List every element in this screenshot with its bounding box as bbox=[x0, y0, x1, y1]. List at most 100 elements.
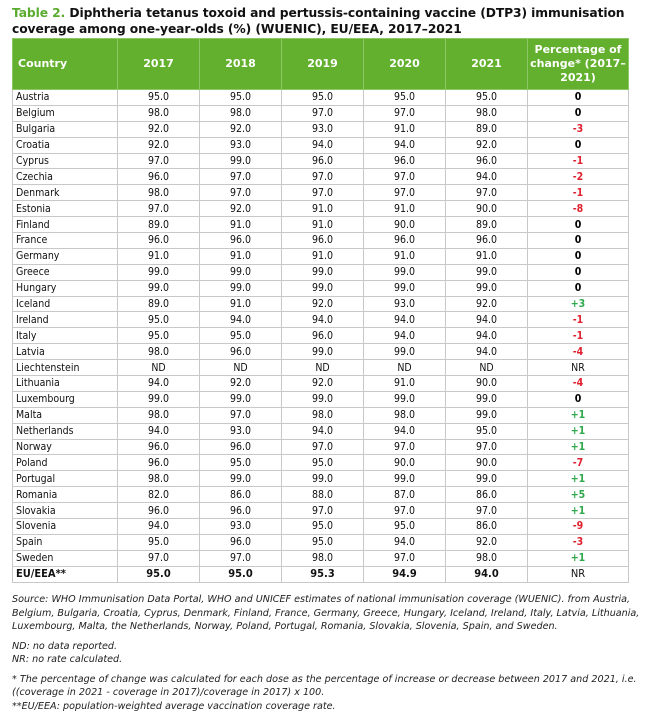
coverage-2018-cell: 99.0 bbox=[199, 390, 282, 408]
change-cell: 0 bbox=[527, 216, 629, 234]
change-cell: -9 bbox=[527, 518, 629, 535]
coverage-2021-cell: 90.0 bbox=[445, 375, 528, 392]
change-cell: 0 bbox=[527, 390, 629, 408]
coverage-2021-cell: 94.0 bbox=[445, 311, 528, 329]
coverage-2018-cell: 95.0 bbox=[199, 89, 282, 106]
coverage-2020-cell: 97.0 bbox=[363, 104, 446, 122]
coverage-2017-cell: 98.0 bbox=[117, 470, 200, 488]
coverage-2017-cell: 95.0 bbox=[117, 533, 200, 551]
col-header-2018: 2018 bbox=[199, 38, 282, 90]
change-cell: 0 bbox=[527, 232, 629, 249]
coverage-2018-cell: 93.0 bbox=[199, 136, 282, 154]
coverage-2018-cell: 97.0 bbox=[199, 549, 282, 567]
coverage-2021-cell: 99.0 bbox=[445, 390, 528, 408]
table-row: Finland 89.0 91.0 91.0 90.0 89.0 0 bbox=[12, 216, 629, 234]
coverage-2019-cell: 88.0 bbox=[281, 486, 364, 504]
coverage-2017-cell: 95.0 bbox=[117, 89, 200, 106]
country-cell: Malta bbox=[12, 406, 118, 424]
table-row: Italy 95.0 95.0 96.0 94.0 94.0 -1 bbox=[12, 327, 629, 345]
coverage-2017-cell: 89.0 bbox=[117, 295, 200, 313]
coverage-2018-cell: 97.0 bbox=[199, 168, 282, 186]
coverage-2019-cell: ND bbox=[281, 359, 364, 377]
coverage-2017-cell: 97.0 bbox=[117, 200, 200, 218]
change-cell: -2 bbox=[527, 168, 629, 186]
coverage-2019-cell: 99.0 bbox=[281, 470, 364, 488]
change-cell: -8 bbox=[527, 200, 629, 218]
coverage-2018-cell: 97.0 bbox=[199, 184, 282, 202]
coverage-2018-cell: 93.0 bbox=[199, 518, 282, 535]
country-cell: Ireland bbox=[12, 311, 118, 329]
coverage-2017-cell: 92.0 bbox=[117, 136, 200, 154]
eu-eea-note: **EU/EEA: population-weighted average va… bbox=[12, 700, 336, 712]
coverage-2019-cell: 96.0 bbox=[281, 152, 364, 170]
change-cell: +3 bbox=[527, 295, 629, 313]
table-row: Greece 99.0 99.0 99.0 99.0 99.0 0 bbox=[12, 263, 629, 281]
table-row: Ireland 95.0 94.0 94.0 94.0 94.0 -1 bbox=[12, 311, 629, 329]
change-cell: -1 bbox=[527, 184, 629, 202]
coverage-2017-cell: 98.0 bbox=[117, 343, 200, 361]
country-cell: Latvia bbox=[12, 343, 118, 361]
change-cell: -3 bbox=[527, 120, 629, 138]
table-row: Estonia 97.0 92.0 91.0 91.0 90.0 -8 bbox=[12, 200, 629, 218]
coverage-2021-cell: 94.0 bbox=[445, 327, 528, 345]
coverage-2021-cell: 99.0 bbox=[445, 263, 528, 281]
coverage-2020-cell: 93.0 bbox=[363, 295, 446, 313]
coverage-2021-cell: 95.0 bbox=[445, 422, 528, 440]
coverage-2018-cell: 91.0 bbox=[199, 216, 282, 234]
coverage-2019-cell: 97.0 bbox=[281, 438, 364, 456]
table-row: Portugal 98.0 99.0 99.0 99.0 99.0 +1 bbox=[12, 470, 629, 488]
col-header-2019: 2019 bbox=[281, 38, 364, 90]
coverage-2017-cell: 96.0 bbox=[117, 168, 200, 186]
country-cell: Lithuania bbox=[12, 375, 118, 392]
coverage-2020-cell: 94.0 bbox=[363, 533, 446, 551]
coverage-2017-cell: 96.0 bbox=[117, 232, 200, 249]
coverage-2017-cell: 96.0 bbox=[117, 502, 200, 520]
country-cell: Denmark bbox=[12, 184, 118, 202]
change-cell: 0 bbox=[527, 104, 629, 122]
coverage-2021-cell: 97.0 bbox=[445, 438, 528, 456]
coverage-2018-cell: 94.0 bbox=[199, 311, 282, 329]
coverage-2018-cell: ND bbox=[199, 359, 282, 377]
coverage-2021-cell: 95.0 bbox=[445, 89, 528, 106]
coverage-2017-cell: 89.0 bbox=[117, 216, 200, 234]
table-row: Belgium 98.0 98.0 97.0 97.0 98.0 0 bbox=[12, 104, 629, 122]
coverage-2021-cell: 89.0 bbox=[445, 120, 528, 138]
change-cell: -7 bbox=[527, 454, 629, 472]
coverage-2020-cell: 97.0 bbox=[363, 438, 446, 456]
coverage-2019-cell: 91.0 bbox=[281, 200, 364, 218]
table-row: Denmark 98.0 97.0 97.0 97.0 97.0 -1 bbox=[12, 184, 629, 202]
coverage-2019-cell: 92.0 bbox=[281, 375, 364, 392]
country-cell: Belgium bbox=[12, 104, 118, 122]
coverage-2019-cell: 94.0 bbox=[281, 136, 364, 154]
coverage-2021-cell: 91.0 bbox=[445, 247, 528, 265]
coverage-2018-cell: 92.0 bbox=[199, 375, 282, 392]
coverage-2017-cell: 97.0 bbox=[117, 152, 200, 170]
coverage-2019-cell: 97.0 bbox=[281, 168, 364, 186]
coverage-2017-cell: 95.0 bbox=[117, 311, 200, 329]
coverage-2018-cell: 96.0 bbox=[199, 502, 282, 520]
coverage-2018-cell: 99.0 bbox=[199, 263, 282, 281]
coverage-2020-cell: 94.9 bbox=[363, 565, 446, 583]
change-cell: +1 bbox=[527, 438, 629, 456]
coverage-2017-cell: 82.0 bbox=[117, 486, 200, 504]
coverage-2021-cell: 92.0 bbox=[445, 533, 528, 551]
country-cell: Germany bbox=[12, 247, 118, 265]
pct-change-note: * The percentage of change was calculate… bbox=[12, 673, 637, 699]
coverage-2021-cell: 94.0 bbox=[445, 168, 528, 186]
coverage-2019-cell: 99.0 bbox=[281, 263, 364, 281]
coverage-2020-cell: 94.0 bbox=[363, 136, 446, 154]
country-cell: Luxembourg bbox=[12, 390, 118, 408]
country-cell: Italy bbox=[12, 327, 118, 345]
country-cell: Norway bbox=[12, 438, 118, 456]
coverage-2020-cell: 98.0 bbox=[363, 406, 446, 424]
table-row: Slovenia 94.0 93.0 95.0 95.0 86.0 -9 bbox=[12, 518, 629, 535]
country-cell: Estonia bbox=[12, 200, 118, 218]
coverage-2021-cell: 96.0 bbox=[445, 152, 528, 170]
coverage-2017-cell: 99.0 bbox=[117, 279, 200, 297]
coverage-2019-cell: 92.0 bbox=[281, 295, 364, 313]
coverage-2021-cell: 90.0 bbox=[445, 200, 528, 218]
change-cell: -1 bbox=[527, 152, 629, 170]
coverage-2019-cell: 99.0 bbox=[281, 390, 364, 408]
coverage-2020-cell: ND bbox=[363, 359, 446, 377]
country-cell: Finland bbox=[12, 216, 118, 234]
